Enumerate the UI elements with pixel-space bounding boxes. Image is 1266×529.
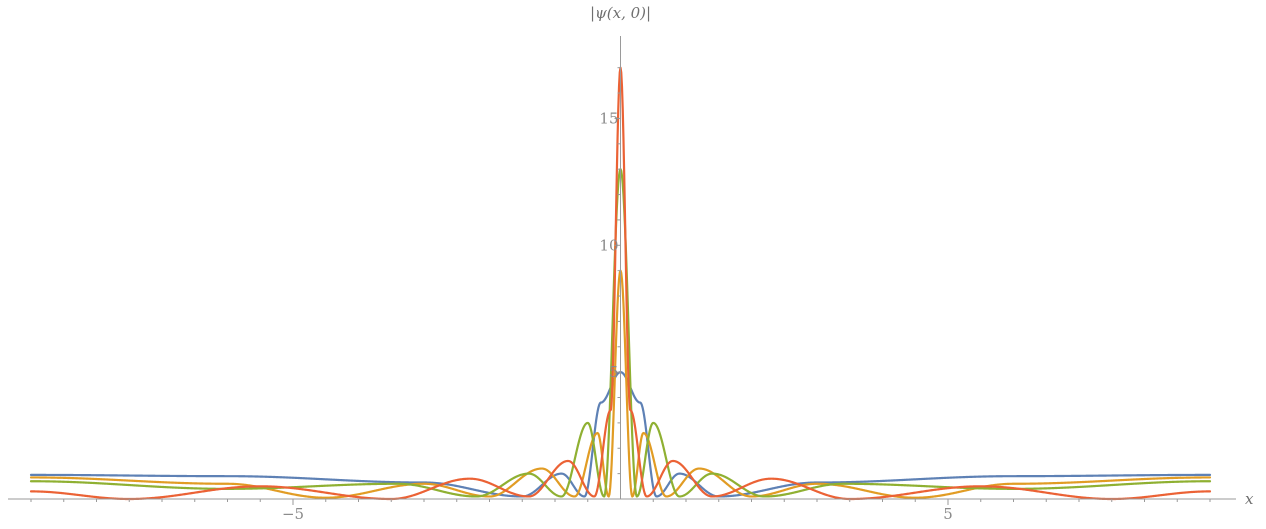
x-ticks: −5 5 bbox=[282, 505, 953, 523]
y-tick-label: 15 bbox=[599, 109, 618, 127]
x-axis-label: x bbox=[1245, 490, 1254, 508]
y-tick-label: 5 bbox=[609, 363, 619, 381]
y-tick-label: 10 bbox=[599, 236, 618, 254]
y-ticks: 5 10 15 bbox=[599, 109, 618, 381]
x-tick-label: 5 bbox=[943, 505, 953, 523]
x-tick-label: −5 bbox=[282, 505, 304, 523]
minor-ticks bbox=[30, 67, 1211, 505]
y-axis-label: |ψ(x, 0)| bbox=[590, 4, 651, 22]
